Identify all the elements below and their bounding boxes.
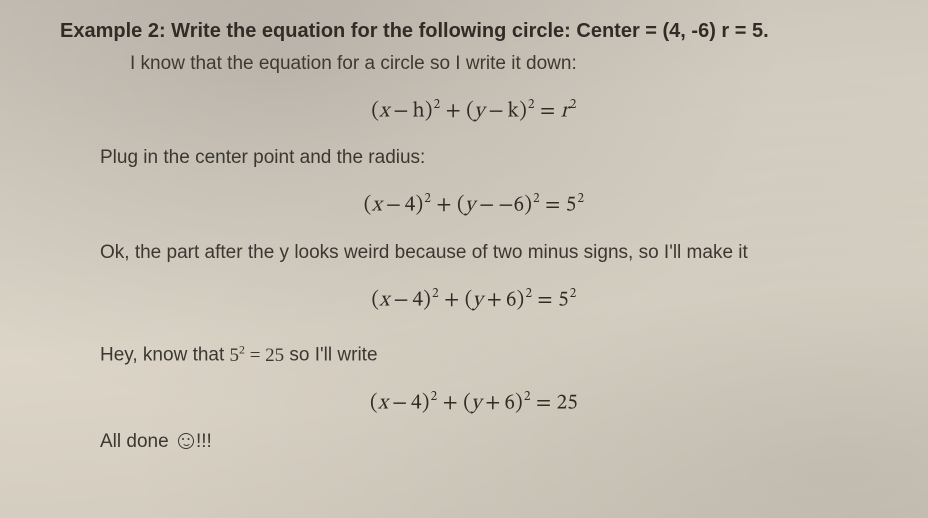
worksheet-page: Example 2: Write the equation for the fo… [0, 0, 928, 471]
line-hey-know: Hey, know that 52 = 25 so I'll write [100, 342, 888, 368]
spacer [60, 320, 888, 342]
equation-final: (x−4)2 + (y+6)2 = 25 [60, 389, 888, 418]
spacer [60, 226, 888, 240]
equation-simplified: (x−4)2 + (y+6)2 = 52 [60, 286, 888, 315]
spacer [60, 131, 888, 145]
all-done-text: All done [100, 431, 174, 452]
square-expr: 52 = 25 [230, 345, 285, 366]
equation-general: (x−h)2 + (y−k)2 = r2 [60, 97, 888, 126]
line-two-minus: Ok, the part after the y looks weird bec… [100, 240, 888, 266]
line-plug-in: Plug in the center point and the radius: [100, 145, 888, 171]
spacer [60, 272, 888, 286]
spacer [60, 177, 888, 191]
all-done-excl: !!! [196, 431, 212, 452]
line-all-done: All done !!! [100, 429, 888, 455]
example-label: Example 2: [60, 20, 166, 42]
hey-prefix: Hey, know that [100, 345, 230, 366]
spacer [60, 83, 888, 97]
example-prompt: Write the equation for the following cir… [171, 20, 769, 42]
equation-plugged: (x−4)2 + (y−−6)2 = 52 [60, 191, 888, 220]
example-heading: Example 2: Write the equation for the fo… [60, 18, 888, 45]
hey-suffix: so I'll write [284, 345, 377, 366]
smiley-icon [178, 433, 194, 449]
line-i-know: I know that the equation for a circle so… [130, 51, 888, 77]
spacer [60, 375, 888, 389]
